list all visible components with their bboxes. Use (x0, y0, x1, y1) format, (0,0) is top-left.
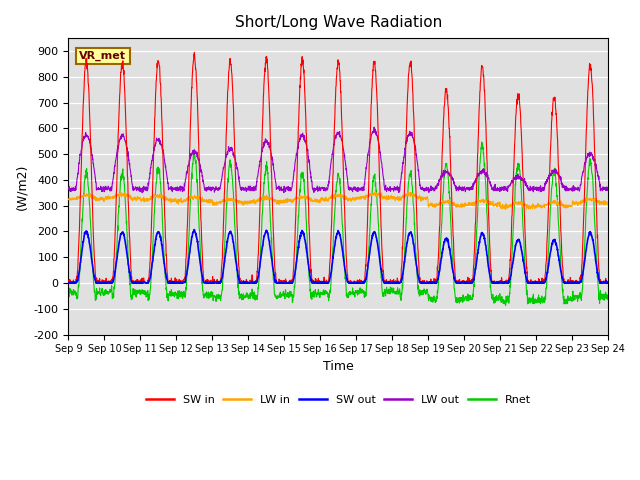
Title: Short/Long Wave Radiation: Short/Long Wave Radiation (235, 15, 442, 30)
Text: VR_met: VR_met (79, 51, 126, 61)
Y-axis label: (W/m2): (W/m2) (15, 163, 28, 209)
X-axis label: Time: Time (323, 360, 354, 373)
Legend: SW in, LW in, SW out, LW out, Rnet: SW in, LW in, SW out, LW out, Rnet (141, 390, 535, 409)
